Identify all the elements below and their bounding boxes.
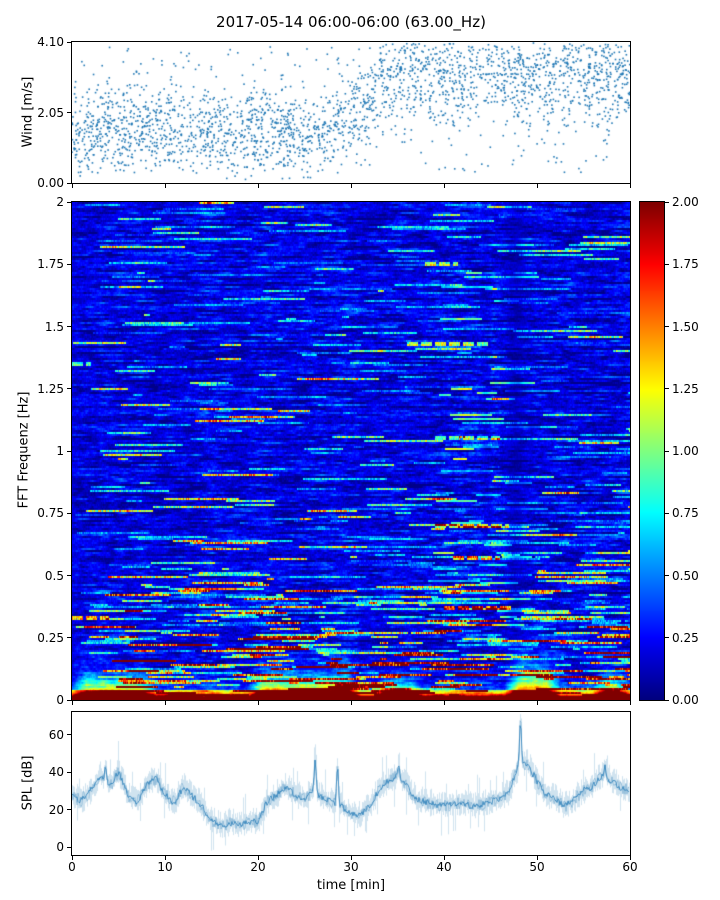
xtick-mark: [164, 856, 166, 860]
spec-ytick-label: 0.25: [37, 630, 64, 645]
spl-ytick-label: 20: [48, 802, 64, 817]
spec-ytick-mark: [67, 201, 71, 203]
wind-ytick-mark: [67, 41, 71, 43]
wind-y-axis-label: Wind [m/s]: [20, 76, 36, 148]
xtick-label: 10: [157, 860, 173, 874]
cbar-tick-label: 1.75: [672, 257, 699, 272]
xtick-label: 50: [529, 860, 545, 874]
cbar-tick-mark: [665, 388, 669, 390]
wind-ytick-mark: [67, 182, 71, 184]
cbar-tick-mark: [665, 201, 669, 203]
spec-ytick-label: 2: [56, 195, 64, 209]
xtick-mark: [350, 701, 352, 705]
spl-ytick-mark: [67, 809, 71, 811]
spec-ytick-label: 1.5: [44, 319, 64, 334]
spectrogram-canvas: [72, 202, 630, 700]
cbar-tick-mark: [665, 512, 669, 514]
cbar-tick-label: 0.75: [672, 506, 699, 521]
spl-ytick-label: 60: [48, 727, 64, 742]
xtick-mark: [71, 701, 73, 705]
spec-ytick-mark: [67, 575, 71, 576]
cbar-tick-mark: [665, 637, 669, 639]
spec-ytick-label: 0.75: [37, 506, 64, 521]
spec-ytick-mark: [67, 637, 71, 639]
spec-ytick-label: 0: [56, 693, 64, 707]
spl-ytick-label: 40: [48, 765, 64, 780]
wind-scatter-panel: [71, 41, 631, 184]
wind-ytick-label: 0.00: [37, 176, 64, 190]
wind-ytick-label: 4.10: [37, 35, 64, 49]
xtick-mark: [71, 856, 73, 860]
spl-line-canvas: [72, 712, 630, 855]
colorbar-canvas: [640, 202, 664, 700]
wind-ytick-mark: [67, 112, 71, 113]
xtick-label: 0: [68, 860, 76, 874]
cbar-tick-mark: [665, 699, 669, 701]
spl-ytick-mark: [67, 734, 71, 736]
xtick-label: 20: [250, 860, 266, 874]
x-axis-label: time [min]: [316, 878, 386, 893]
spl-ytick-label: 0: [56, 840, 64, 855]
spl-ytick-mark: [67, 846, 71, 848]
xtick-label: 60: [622, 860, 638, 874]
xtick-mark: [257, 184, 259, 188]
cbar-tick-mark: [665, 263, 669, 265]
colorbar: [639, 201, 665, 701]
xtick-label: 40: [436, 860, 452, 874]
cbar-tick-label: 0.25: [672, 630, 699, 645]
spl-ytick-mark: [67, 771, 71, 773]
xtick-mark: [164, 701, 166, 705]
spec-ytick-label: 1.75: [37, 257, 64, 272]
spec-ytick-mark: [67, 450, 71, 452]
cbar-tick-label: 1.50: [672, 319, 699, 334]
spec-ytick-mark: [67, 512, 71, 514]
cbar-tick-label: 0.00: [672, 693, 699, 707]
spec-ytick-label: 0.5: [44, 568, 64, 583]
xtick-mark: [629, 184, 631, 188]
cbar-tick-mark: [665, 326, 669, 327]
xtick-mark: [257, 856, 259, 860]
xtick-mark: [164, 184, 166, 188]
xtick-mark: [536, 184, 538, 188]
cbar-tick-label: 0.50: [672, 568, 699, 583]
xtick-mark: [536, 856, 538, 860]
xtick-label: 30: [343, 860, 359, 874]
spec-ytick-label: 1: [56, 444, 64, 458]
cbar-tick-mark: [665, 575, 669, 576]
xtick-mark: [443, 701, 445, 705]
cbar-tick-mark: [665, 450, 669, 452]
xtick-mark: [443, 856, 445, 860]
spec-ytick-mark: [67, 388, 71, 390]
chart-title: 2017-05-14 06:00-06:00 (63.00_Hz): [216, 13, 486, 31]
spec-ytick-mark: [67, 263, 71, 265]
xtick-mark: [629, 701, 631, 705]
xtick-mark: [443, 184, 445, 188]
spec-ytick-mark: [67, 699, 71, 701]
cbar-tick-label: 2.00: [672, 195, 699, 209]
spl-line-panel: [71, 711, 631, 856]
wind-scatter-canvas: [72, 42, 630, 183]
spl-y-axis-label: SPL [dB]: [20, 755, 36, 811]
spectrogram-y-axis-label: FFT Frequenz [Hz]: [16, 391, 32, 509]
xtick-mark: [71, 184, 73, 188]
cbar-tick-label: 1.00: [672, 444, 699, 458]
xtick-mark: [536, 701, 538, 705]
xtick-mark: [629, 856, 631, 860]
xtick-mark: [350, 184, 352, 188]
spec-ytick-mark: [67, 326, 71, 327]
wind-ytick-label: 2.05: [37, 105, 64, 120]
cbar-tick-label: 1.25: [672, 381, 699, 396]
spec-ytick-label: 1.25: [37, 381, 64, 396]
spectrogram-panel: [71, 201, 631, 701]
xtick-mark: [257, 701, 259, 705]
xtick-mark: [350, 856, 352, 860]
